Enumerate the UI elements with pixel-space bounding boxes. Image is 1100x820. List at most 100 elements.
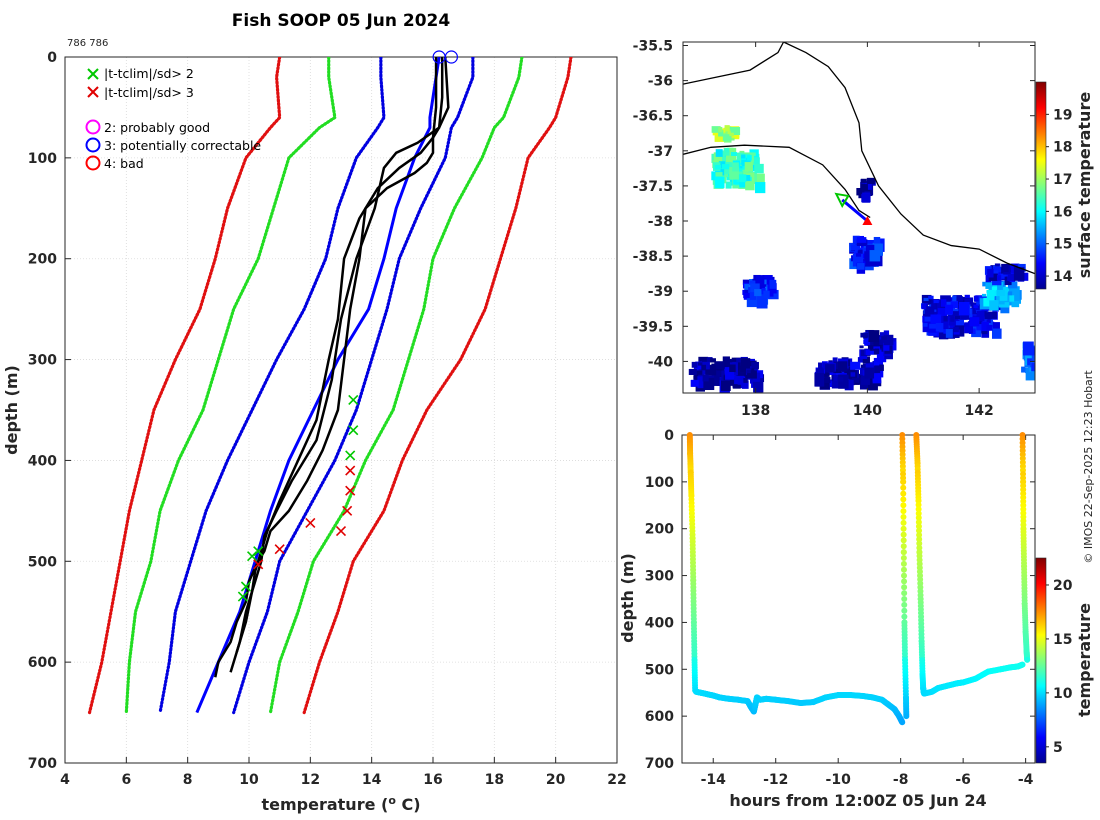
legend-marker-potentially-correctable	[85, 137, 101, 153]
series-mean+3sd	[302, 57, 573, 715]
sst-pixel	[743, 377, 748, 383]
sst-pixel	[698, 369, 707, 375]
sst-pixel	[1008, 291, 1013, 296]
map-y-tick-label: -39.5	[633, 319, 673, 335]
sst-pixel	[996, 289, 1006, 297]
sst-pixel	[705, 364, 717, 376]
sst-pixel	[928, 295, 934, 300]
map-ticks: 138 140 142 -35.5 -36 -36.5 -37 -37.5 -38 -38.5 -3…	[633, 39, 1035, 419]
dt-point	[900, 514, 907, 520]
sst-pixel	[987, 311, 997, 319]
depth-time-xlabel: hours from 12:00Z 05 Jun 24	[729, 791, 986, 810]
sst-pixel	[744, 289, 749, 295]
sd3-mark	[274, 544, 285, 555]
sst-pixel	[964, 326, 973, 333]
track-start-marker	[834, 192, 850, 209]
sst-pixel	[945, 304, 954, 315]
legend-marker-bad	[85, 155, 101, 171]
map-track	[834, 192, 873, 226]
dt-y-tick-label: 600	[645, 709, 674, 725]
sst-pixel	[850, 244, 859, 251]
dt-point	[901, 601, 908, 608]
dt-point	[900, 560, 907, 567]
legend-label-probably-good: 2: probably good	[104, 120, 210, 135]
sst-pixel	[991, 328, 1002, 339]
sst-pixel	[953, 326, 959, 333]
cross-stroke	[305, 517, 316, 529]
sst-pixel	[996, 275, 1002, 281]
sst-pixel	[986, 324, 993, 331]
map-pixels	[688, 125, 1035, 393]
dt-point	[915, 510, 922, 517]
sst-pixel	[701, 364, 707, 371]
dt-x-tick-label: -4	[1018, 772, 1034, 788]
map-y-tick-label: -40	[648, 354, 674, 370]
legend-marker-sd2	[87, 68, 99, 80]
sst-pixel	[971, 326, 982, 338]
sst-pixel	[1031, 362, 1035, 372]
sst-pixel	[964, 294, 970, 298]
cross-stroke	[335, 525, 347, 537]
y-tick-label: 100	[28, 151, 57, 167]
sd2-mark	[237, 591, 248, 602]
sst-pixel	[744, 283, 750, 291]
sst-pixel	[873, 236, 881, 246]
series-mean-2sd	[124, 57, 337, 715]
sst-pixel	[688, 368, 697, 375]
sst-pixel	[976, 318, 987, 331]
sst-pixel	[938, 316, 949, 330]
sst-pixel	[924, 306, 935, 317]
dt-y-tick-label: 100	[645, 475, 674, 491]
sst-pixel	[724, 148, 730, 153]
legend-marker-sd3	[87, 86, 99, 98]
sst-pixel	[872, 373, 882, 384]
sst-pixel	[697, 362, 703, 366]
sst-pixel	[984, 312, 993, 320]
sd3-mark	[345, 485, 356, 496]
sst-pixel	[937, 308, 948, 318]
sst-pixel	[863, 339, 869, 345]
map-y-tick-label: -38	[648, 214, 673, 230]
sst-pixel	[754, 182, 766, 194]
sst-pixel	[865, 187, 871, 193]
dt-point	[900, 531, 907, 538]
sst-pixel	[863, 335, 868, 339]
map-y-tick-label: -39	[648, 284, 673, 300]
sst-pixel	[933, 299, 939, 304]
map-coastline	[683, 42, 1035, 275]
sst-pixel	[857, 357, 865, 363]
sst-pixel	[986, 289, 995, 301]
sst-pixel	[992, 290, 998, 297]
sst-pixel	[742, 279, 750, 285]
map-colorbar	[1035, 81, 1047, 290]
sst-pixel	[711, 366, 722, 378]
sst-pixel	[718, 126, 723, 133]
sst-pixel	[825, 379, 836, 388]
dt-point	[915, 519, 922, 526]
dt-point	[916, 527, 923, 534]
series-mean-1sd	[158, 57, 386, 715]
sst-pixel	[816, 368, 824, 374]
dt-point	[1019, 661, 1026, 668]
sst-pixel	[746, 370, 751, 374]
sst-pixel	[933, 311, 938, 315]
cross-stroke	[348, 394, 359, 405]
sst-pixel	[929, 323, 937, 329]
sst-pixel	[740, 366, 746, 373]
id-label: 786 786	[67, 38, 108, 49]
sst-pixel	[745, 181, 755, 191]
sst-pixel	[753, 157, 760, 165]
sst-pixel	[869, 250, 881, 262]
sst-pixel	[876, 349, 887, 363]
profile-1	[214, 57, 438, 678]
sst-pixel	[993, 270, 999, 274]
map-cbar-tick-label: 15	[1053, 237, 1072, 253]
sd3-mark	[342, 505, 353, 516]
sst-pixel	[706, 357, 713, 363]
sst-pixel	[953, 315, 965, 330]
sd3-mark	[345, 465, 356, 476]
sst-pixel	[978, 319, 983, 325]
sst-pixel	[985, 274, 992, 283]
dt-point	[900, 490, 907, 497]
sst-pixel	[1003, 265, 1009, 273]
